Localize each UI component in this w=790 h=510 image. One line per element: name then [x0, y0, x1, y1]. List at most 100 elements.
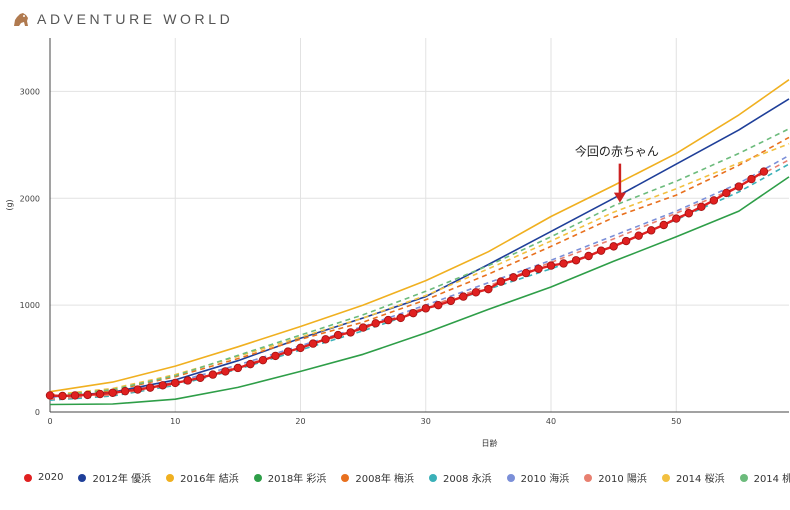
legend-label: 2008 永浜 — [443, 474, 492, 485]
legend-swatch — [253, 473, 262, 482]
legend-swatch — [341, 473, 350, 482]
legend-item: 2010 海浜 — [506, 470, 570, 485]
series-point-2020 — [196, 373, 205, 383]
series-point-2020 — [697, 202, 706, 212]
legend-label: 2008年 梅浜 — [355, 474, 415, 485]
legend-swatch — [661, 473, 670, 482]
series-point-2020 — [434, 300, 443, 310]
legend-label: 2010 海浜 — [520, 474, 570, 485]
legend-label: 2020 — [38, 472, 64, 483]
x-tick-label: 40 — [546, 417, 556, 426]
series-point-2020 — [183, 376, 192, 385]
series-point-2020 — [221, 367, 230, 376]
series-point-2020 — [246, 359, 255, 369]
legend-item: 2008年 梅浜 — [341, 470, 414, 485]
series-point-2020 — [484, 284, 493, 294]
legend-item: 2020 — [24, 472, 63, 483]
x-tick-label: 30 — [421, 417, 431, 426]
y-axis-label: (g) — [5, 199, 14, 210]
legend-item: 2014 桃浜 — [739, 470, 790, 485]
series-line-2014-桃浜 — [49, 128, 790, 397]
legend-swatch — [506, 473, 515, 482]
series-point-2020 — [509, 273, 518, 282]
x-tick-label: 0 — [47, 417, 52, 426]
series-point-2020 — [521, 268, 531, 278]
series-line-2008年-梅浜 — [49, 136, 790, 397]
annotation-layer: 今回の赤ちゃん — [575, 144, 659, 203]
series-point-2020 — [371, 319, 380, 328]
series-point-2020 — [271, 351, 280, 361]
series-point-2020 — [158, 381, 167, 390]
series-point-2020 — [496, 277, 506, 286]
legend-item: 2014 桜浜 — [661, 470, 725, 485]
series-point-2020 — [747, 174, 756, 184]
series-line-2008-永浜 — [49, 163, 790, 401]
series-point-2020 — [296, 343, 305, 353]
series-layer — [45, 79, 790, 406]
legend-swatch — [584, 473, 593, 482]
series-line-2020 — [49, 170, 765, 398]
y-tick-label: 3000 — [20, 87, 40, 96]
brand-logo: ADVENTURE WORLD — [12, 8, 233, 30]
series-point-2020 — [634, 231, 643, 240]
legend-swatch — [24, 473, 32, 482]
series-point-2020 — [459, 292, 468, 301]
series-point-2020 — [83, 390, 92, 400]
series-point-2020 — [659, 220, 668, 230]
legend-item: 2018年 彩浜 — [253, 470, 327, 485]
series-line-2014-桜浜 — [49, 143, 790, 396]
series-point-2020 — [421, 304, 430, 313]
series-point-2020 — [709, 196, 719, 205]
legend-label: 2018年 彩浜 — [267, 474, 327, 485]
y-tick-label: 1000 — [20, 301, 40, 310]
series-point-2020 — [233, 363, 243, 373]
series-point-2020 — [146, 383, 155, 392]
series-point-2020 — [333, 330, 343, 340]
series-line-2016年-結浜 — [49, 79, 790, 393]
series-point-2020 — [534, 264, 543, 274]
line-chart: 0 10 20 30 40 50 0 1000 2000 3000 日齢 (g) 今回の赤ちゃん — [5, 38, 790, 448]
legend: 2020 2012年 優浜 2016年 結浜 2018年 彩浜 2008年 梅浜 2008… — [24, 470, 790, 485]
series-point-2020 — [108, 388, 117, 397]
series-point-2020 — [346, 328, 355, 337]
annotation-arrow-head — [613, 192, 626, 203]
x-tick-label: 20 — [295, 417, 305, 426]
series-point-2020 — [684, 209, 693, 218]
legend-swatch — [429, 473, 438, 482]
series-point-2020 — [321, 335, 330, 344]
legend-label: 2014 桃浜 — [753, 474, 790, 485]
series-point-2020 — [383, 315, 393, 325]
legend-label: 2014 桜浜 — [675, 474, 725, 485]
axes: 0 10 20 30 40 50 0 1000 2000 3000 日齢 (g) — [5, 38, 681, 448]
legend-item: 2008 永浜 — [429, 470, 492, 485]
series-point-2020 — [358, 323, 368, 332]
legend-label: 2010 陽浜 — [598, 474, 647, 485]
series-point-2020 — [258, 355, 268, 365]
series-point-2020 — [571, 256, 581, 265]
x-tick-label: 10 — [170, 417, 180, 426]
series-point-2020 — [559, 259, 568, 268]
series-point-2020 — [722, 188, 731, 198]
series-point-2020 — [596, 246, 606, 255]
series-point-2020 — [120, 386, 130, 396]
series-line-2010-海浜 — [49, 154, 790, 399]
series-line-2018年-彩浜 — [49, 176, 790, 406]
series-point-2020 — [171, 378, 180, 388]
legend-label: 2012年 優浜 — [92, 474, 152, 485]
x-tick-label: 50 — [671, 417, 681, 426]
series-point-2020 — [70, 391, 80, 400]
series-point-2020 — [396, 313, 405, 323]
series-point-2020 — [446, 296, 456, 306]
y-tick-label: 2000 — [20, 194, 40, 203]
series-point-2020 — [95, 389, 105, 399]
animal-logo-icon — [14, 13, 28, 26]
brand-name: ADVENTURE WORLD — [37, 11, 234, 27]
series-point-2020 — [208, 370, 218, 379]
annotation-label: 今回の赤ちゃん — [575, 144, 659, 159]
legend-item: 2016年 結浜 — [166, 470, 239, 485]
series-point-2020 — [308, 339, 318, 348]
series-point-2020 — [133, 385, 142, 394]
legend-swatch — [166, 473, 175, 482]
series-point-2020 — [621, 236, 631, 246]
legend-item: 2010 陽浜 — [584, 470, 647, 485]
